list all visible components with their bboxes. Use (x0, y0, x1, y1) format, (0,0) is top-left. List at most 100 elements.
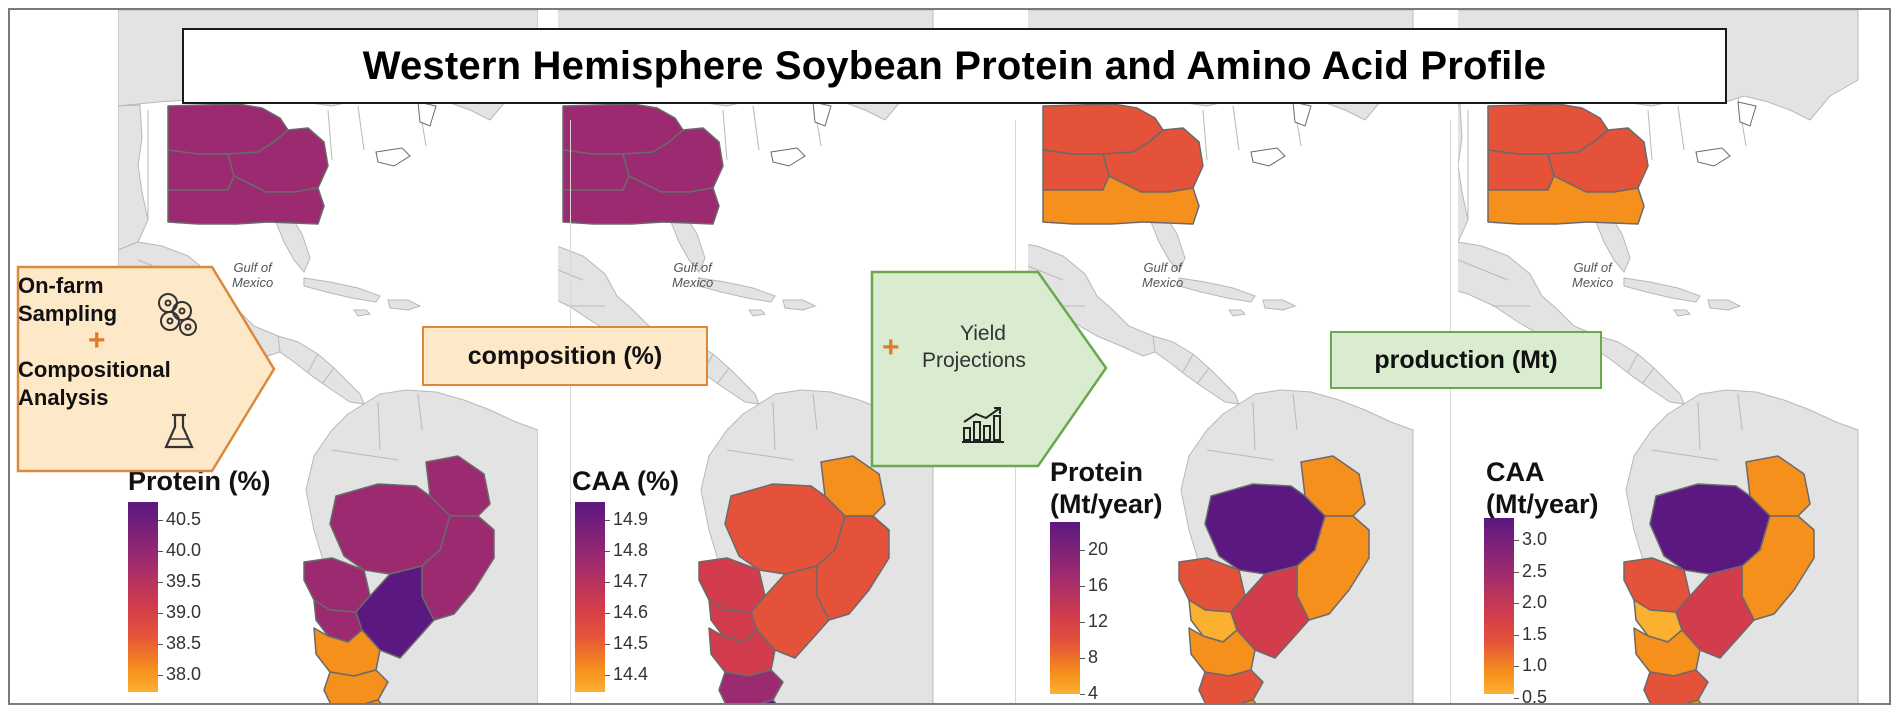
land-hispaniola (1707, 299, 1742, 311)
legend-tick-mark (1514, 571, 1519, 573)
step-text-line: Sampling (18, 301, 118, 326)
land-usa-west (1458, 104, 1469, 243)
lake (375, 147, 411, 167)
land-cuba (303, 277, 381, 303)
region-us-mid-w (1487, 149, 1555, 191)
country-border (1202, 109, 1208, 161)
region-ar-south (365, 699, 382, 703)
legend-tick-label: 14.6 (613, 602, 649, 622)
figure-title-box: Western Hemisphere Soybean Protein and A… (182, 28, 1727, 104)
region-ar-north (1188, 627, 1256, 677)
legend-tick-label: 20 (1088, 539, 1109, 559)
legend-tick-mark (158, 613, 163, 614)
legend-tick-mark (1514, 697, 1519, 699)
country-border (752, 105, 760, 151)
legend-tick-mark (1080, 622, 1085, 623)
legend-tick-label: 38.5 (166, 633, 202, 653)
legend-tick-mark (158, 582, 163, 583)
step-text-line: Projections (922, 349, 1026, 372)
gulf-of-mexico-label: Gulf of Mexico (232, 260, 274, 290)
legend-tick-mark (1514, 634, 1519, 636)
bar-chart-icon (962, 407, 1004, 443)
lake (1695, 147, 1731, 167)
legend-tick-mark (1080, 550, 1085, 551)
legend-tick-mark (605, 613, 610, 614)
country-border (1206, 449, 1274, 461)
land-cuba (1623, 277, 1701, 303)
land-central-america (1152, 335, 1240, 405)
legend-colorbar (575, 502, 605, 692)
lake (1292, 101, 1312, 127)
country-border (1028, 265, 1064, 281)
land-jamaica (353, 309, 372, 317)
country-border (357, 105, 365, 151)
legend-tick-mark (1514, 540, 1519, 541)
plus-sign: + (882, 331, 900, 364)
legend-tick-mark (1514, 666, 1519, 667)
legend-tick-label: 40.5 (166, 509, 202, 529)
legend-tick-label: 8 (1088, 647, 1099, 667)
legend-tick-label: 14.7 (613, 571, 649, 591)
panel-divider (570, 120, 571, 703)
region-br-east (421, 515, 495, 621)
legend-colorbar (128, 502, 158, 692)
lake (1737, 101, 1757, 127)
land-jamaica (1228, 309, 1247, 317)
legend-title-protein-production: Protein (Mt/year) (1050, 457, 1163, 519)
yield-step-arrow (870, 270, 1108, 468)
legend-tick-mark (1080, 694, 1085, 695)
country-border (327, 109, 333, 161)
region-us-mid-w (167, 149, 235, 191)
legend-tick-label: 38.0 (166, 664, 202, 684)
legend-title-caa-percent: CAA (%) (572, 466, 679, 496)
land-hispaniola (387, 299, 422, 311)
land-jamaica (748, 309, 767, 317)
region-br-south (1230, 565, 1310, 659)
lake (770, 147, 806, 167)
legend-colorbar (1050, 522, 1080, 694)
legend-tick-label: 3.0 (1522, 529, 1548, 549)
legend-tick-label: 39.0 (166, 602, 202, 622)
panel-divider (1450, 120, 1451, 703)
region-br-south (1675, 565, 1755, 659)
country-border (1651, 449, 1719, 461)
land-hispaniola (1262, 299, 1297, 311)
country-border (722, 109, 728, 161)
legend-tick-mark (605, 644, 610, 645)
legend-tick-label: 0.5 (1522, 686, 1548, 705)
step-text-line: Compositional (18, 357, 171, 382)
legend-tick-label: 1.0 (1522, 655, 1548, 675)
region-us-south (1487, 175, 1645, 225)
country-border (307, 353, 319, 373)
land-central-america (1597, 335, 1685, 405)
country-border (1677, 105, 1685, 151)
legend-tick-label: 16 (1088, 575, 1109, 595)
legend-tick-mark (158, 644, 163, 645)
step-text-line: Analysis (18, 385, 109, 410)
region-ar-north (1633, 627, 1701, 677)
region-ar-south (1685, 699, 1702, 703)
country-border (1697, 401, 1701, 451)
production-label: production (Mt) (1330, 331, 1602, 389)
legend-tick-label: 14.8 (613, 540, 649, 560)
region-us-south (562, 175, 720, 225)
lake (417, 101, 437, 127)
region-us-mid-w (1042, 149, 1110, 191)
land-hispaniola (782, 299, 817, 311)
figure-frame: Gulf of Mexico Gulf of Mexico Gulf of Mexic… (8, 8, 1891, 705)
plus-sign: + (88, 324, 106, 357)
country-border (1458, 259, 1509, 281)
region-br-south (750, 565, 830, 659)
country-border (1641, 367, 1655, 385)
land-jamaica (1673, 309, 1692, 317)
country-border (772, 401, 776, 451)
legend-colorbar (1484, 518, 1514, 694)
region-us-south (1042, 175, 1200, 225)
legend-tick-label: 40.0 (166, 540, 202, 560)
sampling-step-text: On-farm Sampling + Compositional Analysi… (18, 272, 178, 412)
country-border (1647, 109, 1653, 161)
country-border (1627, 353, 1639, 373)
region-br-south (355, 565, 435, 659)
region-us-mid-w (562, 149, 630, 191)
legend-tick-label: 12 (1088, 611, 1109, 631)
